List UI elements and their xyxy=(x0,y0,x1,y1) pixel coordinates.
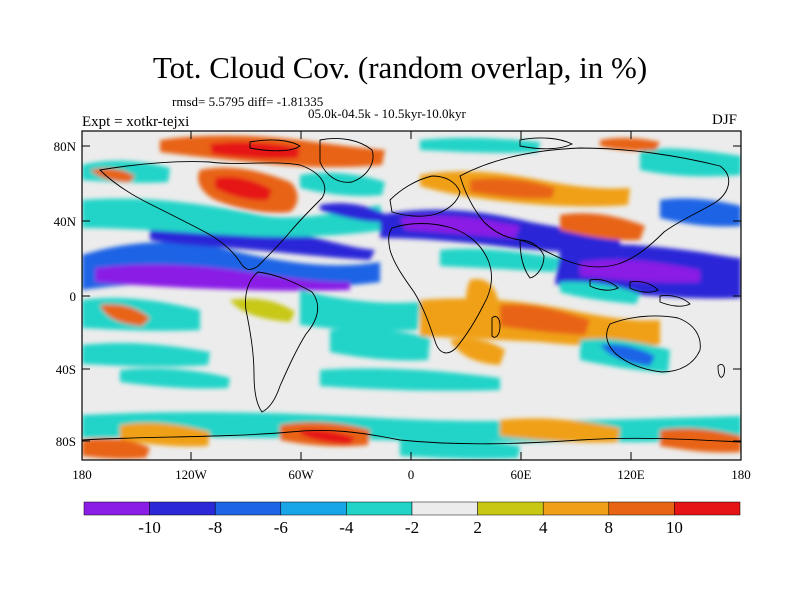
colorbar-label: 8 xyxy=(604,518,614,537)
colorbar-label: 4 xyxy=(538,518,548,537)
colorbar-label: 2 xyxy=(473,518,482,537)
plot-title: Tot. Cloud Cov. (random overlap, in %) xyxy=(152,50,648,85)
lat-label-eq: 0 xyxy=(69,289,77,304)
colorbar-label: -6 xyxy=(273,518,288,537)
stats-line: rmsd= 5.5795 diff= -1.81335 xyxy=(172,94,324,109)
colorbar-box-7 xyxy=(477,501,544,516)
colorbar-box-6 xyxy=(411,501,478,516)
colorbar-label: -4 xyxy=(339,518,354,537)
lon-label-120w: 120W xyxy=(175,467,207,482)
lon-label-120e: 120E xyxy=(617,467,645,482)
colorbar-label: -8 xyxy=(208,518,223,537)
colorbar-box-10 xyxy=(674,501,741,516)
colorbar-label: 10 xyxy=(665,518,683,537)
cloud-cover-field xyxy=(82,131,741,460)
colorbar-box-2 xyxy=(149,501,216,516)
axis-ticks xyxy=(82,131,741,460)
colorbar-box-9 xyxy=(608,501,675,516)
coastlines xyxy=(82,137,741,445)
colorbar-box-3 xyxy=(214,501,282,516)
lat-label-80n: 80N xyxy=(53,139,76,154)
lat-label-80s: 80S xyxy=(55,434,76,449)
period-line: 05.0k-04.5k - 10.5kyr-10.0kyr xyxy=(308,106,466,121)
season-label: DJF xyxy=(712,112,738,128)
lon-label-60e: 60E xyxy=(510,467,532,482)
lon-label-180e: 180 xyxy=(731,467,751,482)
experiment-label: Expt = xotkr-tejxi xyxy=(82,114,190,130)
lon-label-0: 0 xyxy=(407,467,415,482)
colorbar-label: -10 xyxy=(138,518,161,537)
colorbar xyxy=(83,501,741,516)
lat-label-40n: 40N xyxy=(53,214,76,229)
lon-label-60w: 60W xyxy=(288,467,314,482)
lat-label-40s: 40S xyxy=(55,362,76,377)
colorbar-box-4 xyxy=(280,501,347,516)
colorbar-box-8 xyxy=(542,501,610,516)
colorbar-box-5 xyxy=(346,501,413,516)
lon-label-180w: 180 xyxy=(72,467,92,482)
colorbar-label: -2 xyxy=(404,518,420,537)
colorbar-box-1 xyxy=(83,501,150,516)
